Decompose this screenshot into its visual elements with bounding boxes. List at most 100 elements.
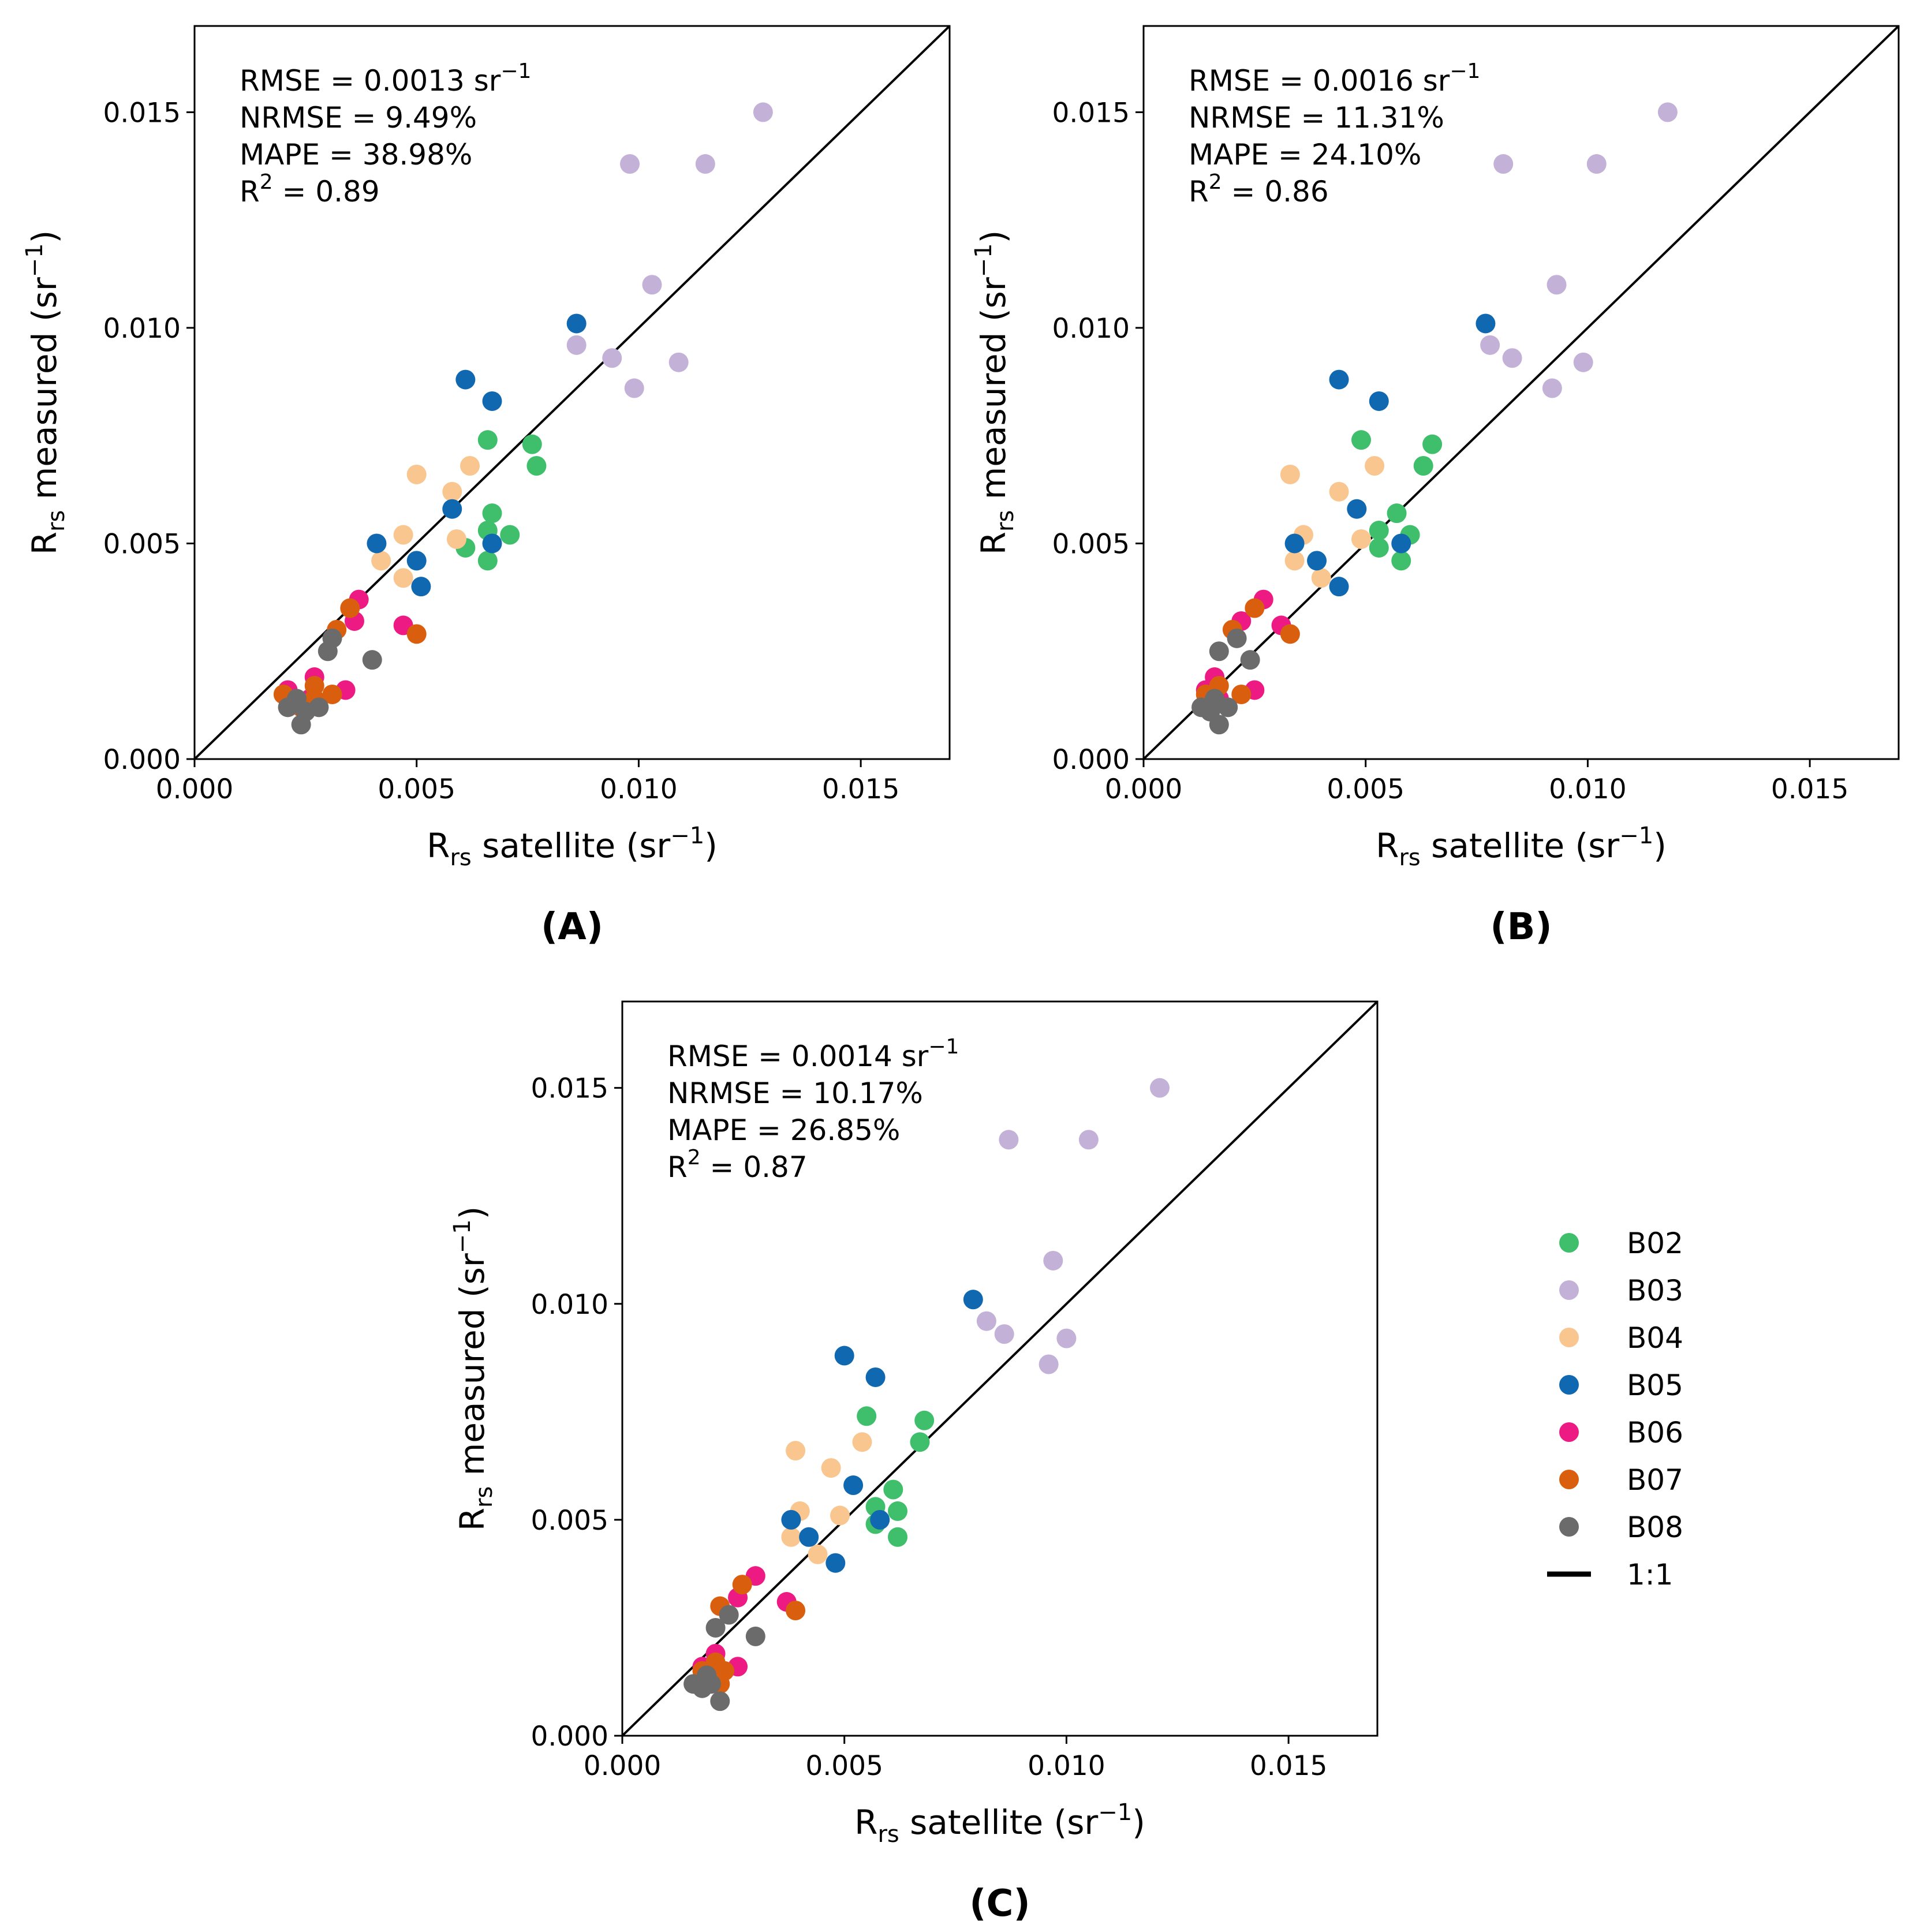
panel-a-point-b08 xyxy=(362,650,382,670)
panel-b-point-b07 xyxy=(1280,624,1300,644)
panel-a-one-to-one-line xyxy=(193,25,951,760)
legend-label-b04: B04 xyxy=(1627,1321,1683,1355)
panel-a-stat-line: RMSE = 0.0013 sr−1 xyxy=(240,59,531,98)
panel-c-point-b08 xyxy=(710,1691,730,1711)
panel-c-point-b07 xyxy=(786,1601,806,1621)
panel-b-point-b04 xyxy=(1365,456,1385,476)
panel-a-y-tick-label: 0.000 xyxy=(103,744,181,776)
panel-b-point-b05 xyxy=(1347,499,1367,519)
panel-a-point-b02 xyxy=(526,456,547,476)
panel-b-point-b02 xyxy=(1413,456,1433,476)
panel-b-point-b08 xyxy=(1218,697,1238,718)
panel-b-x-axis-label: Rrs satellite (sr−1) xyxy=(1376,823,1667,871)
panel-b-stat-line: NRMSE = 11.31% xyxy=(1189,101,1444,134)
panel-c-point-b03 xyxy=(994,1324,1014,1344)
panel-c-y-tick-label: 0.010 xyxy=(531,1289,608,1321)
panel-c-point-b04 xyxy=(781,1527,801,1547)
panel-c-point-b05 xyxy=(865,1367,886,1387)
panel-b-point-b08 xyxy=(1227,628,1247,648)
panel-b-point-b04 xyxy=(1311,568,1331,588)
panel-a-point-b02 xyxy=(522,434,542,454)
panel-c-point-b04 xyxy=(808,1544,828,1564)
panel-a-point-b02 xyxy=(477,551,498,571)
panel-c-y-tick-label: 0.005 xyxy=(531,1505,608,1537)
panel-b-point-b05 xyxy=(1391,533,1411,554)
panel-a-point-b05 xyxy=(367,533,387,554)
legend-marker-b05 xyxy=(1559,1375,1579,1395)
panel-c-point-b08 xyxy=(719,1605,739,1625)
panel-b-y-tick-label: 0.000 xyxy=(1052,744,1130,776)
panel-c-point-b03 xyxy=(1043,1250,1063,1270)
panel-a-point-b05 xyxy=(482,533,502,554)
panel-a-y-axis-label: Rrs measured (sr−1) xyxy=(21,230,70,555)
panel-b-point-b07 xyxy=(1245,598,1265,618)
panel-b-one-to-one-line xyxy=(1142,25,1900,760)
panel-b-point-b04 xyxy=(1284,551,1305,571)
panel-b-point-b03 xyxy=(1502,348,1522,368)
panel-c-label: (C) xyxy=(969,1882,1030,1925)
panel-b-point-b03 xyxy=(1542,378,1562,398)
panel-a-x-axis-label: Rrs satellite (sr−1) xyxy=(427,823,718,871)
panel-a-stat-line: R2 = 0.89 xyxy=(240,170,380,208)
panel-b: 0.000 0.005 0.010 0.015 0.000 0.005 0.010 0.015… xyxy=(970,25,1900,948)
panel-a-y-tick-label: 0.015 xyxy=(103,97,181,129)
panel-a-point-b03 xyxy=(624,378,644,398)
panel-b-y-tick-label: 0.010 xyxy=(1052,313,1130,345)
panel-a-point-b03 xyxy=(620,154,640,174)
panel-c-y-axis-label: Rrs measured (sr−1) xyxy=(449,1206,498,1531)
panel-b-point-b02 xyxy=(1369,521,1389,541)
panel-a-x-tick-label: 0.010 xyxy=(600,773,678,805)
panel-a-point-b03 xyxy=(602,348,622,368)
panel-c-y-tick-label: 0.000 xyxy=(531,1721,608,1752)
panel-b-point-b07 xyxy=(1231,684,1252,704)
legend: B02 B03 B04 B05 B06 B07 B08 1:1 xyxy=(1547,1227,1683,1591)
panel-c-point-b02 xyxy=(883,1479,903,1500)
panel-b-point-b03 xyxy=(1586,154,1607,174)
panel-a-point-b04 xyxy=(393,525,413,545)
legend-label-one-to-one: 1:1 xyxy=(1627,1558,1673,1591)
panel-a-x-tick-label: 0.015 xyxy=(822,773,900,805)
panel-b-point-b08 xyxy=(1240,650,1260,670)
panel-b-label: (B) xyxy=(1490,906,1552,948)
panel-c-x-axis-label: Rrs satellite (sr−1) xyxy=(854,1799,1145,1848)
panel-b-point-b08 xyxy=(1209,715,1229,735)
legend-label-b03: B03 xyxy=(1627,1274,1683,1307)
panel-a-stat-line: MAPE = 38.98% xyxy=(240,138,472,171)
panel-c-point-b05 xyxy=(799,1527,819,1547)
panel-c-point-b02 xyxy=(857,1406,877,1426)
panel-b-point-b04 xyxy=(1280,464,1300,484)
legend-marker-b04 xyxy=(1559,1328,1579,1347)
panel-a-point-b05 xyxy=(455,369,476,390)
panel-c-point-b08 xyxy=(692,1678,712,1698)
panel-c-point-b02 xyxy=(910,1432,930,1452)
panel-c-stat-line: RMSE = 0.0014 sr−1 xyxy=(667,1035,959,1073)
panel-c-point-b05 xyxy=(781,1509,801,1530)
panel-b-point-b02 xyxy=(1387,503,1407,524)
panel-b-point-b04 xyxy=(1329,481,1349,502)
panel-c-point-b04 xyxy=(821,1458,841,1478)
panel-c-point-b03 xyxy=(1039,1354,1059,1374)
panel-c-point-b03 xyxy=(1078,1130,1099,1150)
panel-c-point-b03 xyxy=(1149,1078,1170,1098)
panel-b-x-tick-label: 0.000 xyxy=(1105,773,1183,805)
panel-b-point-b03 xyxy=(1493,154,1514,174)
panel-c-point-b05 xyxy=(870,1509,890,1530)
panel-a-point-b05 xyxy=(482,391,502,411)
panel-a-y-tick-label: 0.005 xyxy=(103,528,181,560)
panel-b-stat-line: R2 = 0.86 xyxy=(1189,170,1329,208)
panel-a-point-b04 xyxy=(460,456,480,476)
panel-a-point-b08 xyxy=(317,641,338,662)
panel-a-point-b04 xyxy=(446,529,466,549)
panel-c-point-b04 xyxy=(830,1505,850,1526)
panel-c-x-tick-label: 0.005 xyxy=(805,1750,883,1782)
panel-a-stat-line: NRMSE = 9.49% xyxy=(240,101,477,134)
panel-c-point-b05 xyxy=(834,1346,854,1366)
legend-label-b07: B07 xyxy=(1627,1463,1683,1497)
panel-b-x-tick-label: 0.015 xyxy=(1771,773,1849,805)
panel-a-point-b03 xyxy=(642,275,662,295)
panel-c-x-tick-label: 0.010 xyxy=(1028,1750,1105,1782)
panel-a-point-b02 xyxy=(482,503,502,524)
panel-a-point-b04 xyxy=(393,568,413,588)
panel-c-stat-line: NRMSE = 10.17% xyxy=(667,1077,923,1110)
